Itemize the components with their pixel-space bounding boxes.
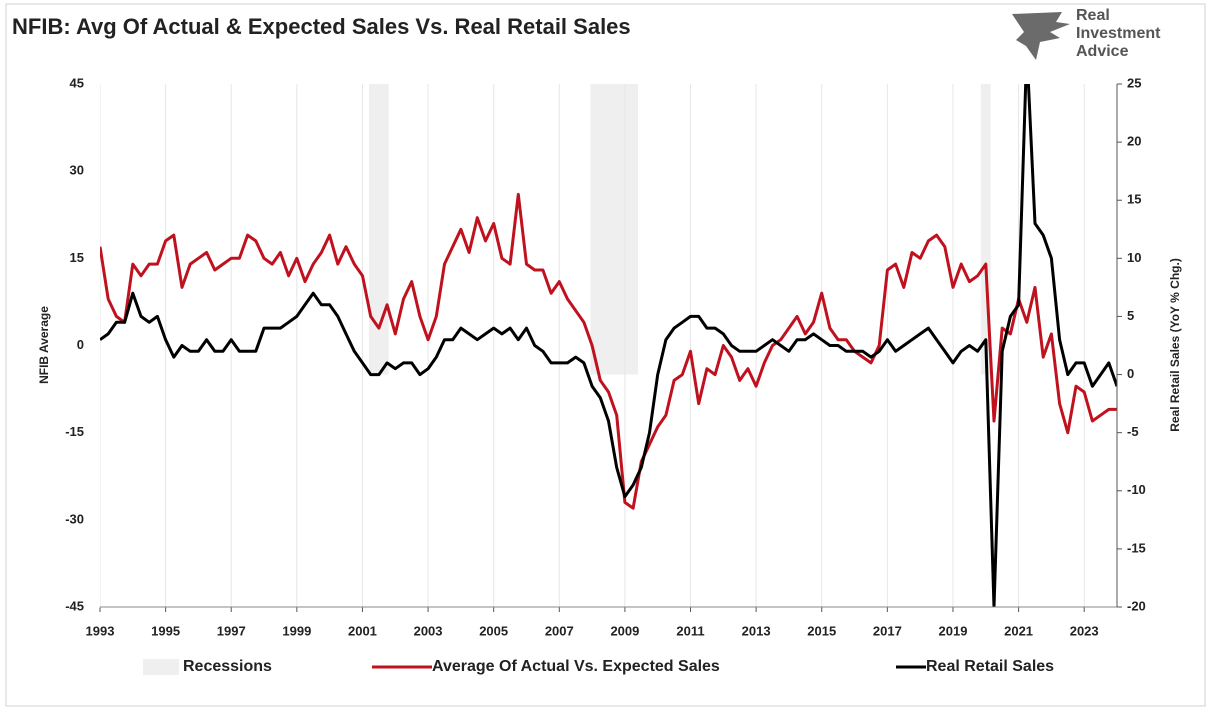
x-tick-label: 1999 (282, 623, 311, 638)
x-tick-label: 2011 (676, 623, 704, 638)
legend-label: Average Of Actual Vs. Expected Sales (432, 658, 720, 675)
y-tick-label: 0 (77, 337, 84, 352)
y2-tick-label: 5 (1127, 308, 1134, 323)
x-tick-label: 2001 (348, 623, 377, 638)
y-tick-label: 45 (70, 75, 84, 90)
x-tick-label: 2005 (479, 623, 508, 638)
plot-area (100, 84, 1117, 607)
x-tick-label: 2009 (610, 623, 639, 638)
y-tick-label: -45 (65, 598, 84, 613)
recession-band (980, 84, 991, 375)
y2-tick-label: -5 (1127, 424, 1139, 439)
x-tick-label: 2023 (1070, 623, 1099, 638)
y-tick-label: 30 (70, 163, 84, 178)
legend-label: Recessions (183, 658, 272, 675)
chart-title: NFIB: Avg Of Actual & Expected Sales Vs.… (12, 14, 631, 39)
x-tick-label: 1993 (86, 623, 115, 638)
logo-text: Investment (1076, 25, 1161, 42)
logo-icon (1012, 12, 1070, 60)
recession-band (369, 84, 389, 375)
series-line (100, 84, 1117, 607)
x-tick-label: 1997 (217, 623, 246, 638)
x-tick-label: 1995 (151, 623, 180, 638)
y-axis-title: NFIB Average (37, 306, 51, 384)
x-tick-label: 2015 (807, 623, 836, 638)
y2-tick-label: 15 (1127, 192, 1141, 207)
recession-band (590, 84, 639, 375)
y-tick-label: -30 (65, 511, 84, 526)
y-tick-label: 15 (70, 250, 84, 265)
logo-text: Advice (1076, 43, 1129, 60)
logo: Real Investment Advice (1012, 7, 1161, 60)
x-tick-label: 2013 (742, 623, 771, 638)
x-tick-label: 2019 (939, 623, 968, 638)
x-tick-label: 2021 (1004, 623, 1033, 638)
legend-label: Real Retail Sales (926, 658, 1054, 675)
logo-text: Real (1076, 7, 1110, 24)
x-tick-label: 2003 (414, 623, 443, 638)
legend-swatch (143, 659, 179, 675)
y2-tick-label: 0 (1127, 366, 1134, 381)
y-tick-label: -15 (65, 424, 84, 439)
series-line (100, 192, 1117, 510)
y2-tick-label: 10 (1127, 250, 1141, 265)
y2-tick-label: 25 (1127, 75, 1141, 90)
y2-tick-label: -20 (1127, 598, 1146, 613)
y2-tick-label: 20 (1127, 134, 1141, 149)
y2-tick-label: -15 (1127, 540, 1146, 555)
x-tick-label: 2007 (545, 623, 574, 638)
x-tick-label: 2017 (873, 623, 902, 638)
y2-tick-label: -10 (1127, 482, 1146, 497)
y2-axis-title: Real Retail Sales (YoY % Chg.) (1168, 258, 1182, 432)
